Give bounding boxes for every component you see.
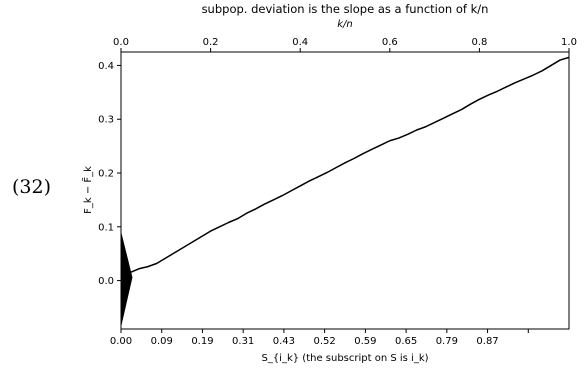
top-x-tick-label: 1.0 bbox=[561, 37, 577, 48]
x-tick-label: 0.79 bbox=[436, 336, 458, 347]
y-axis-label: F_k − F̃_k bbox=[81, 166, 94, 214]
series-line bbox=[120, 56, 570, 282]
x-tick-label: 0.59 bbox=[354, 336, 376, 347]
y-tick-label: 0.0 bbox=[98, 276, 114, 287]
equation-number: (32) bbox=[12, 176, 51, 198]
chart-title: subpop. deviation is the slope as a func… bbox=[202, 2, 489, 16]
top-x-tick-label: 0.8 bbox=[471, 37, 487, 48]
top-x-axis: 0.0 0.2 0.4 0.6 0.8 1.0 bbox=[113, 37, 577, 52]
x-axis-label: S_{i_k} (the subscript on S is i_k) bbox=[261, 353, 428, 364]
y-tick-label: 0.1 bbox=[98, 222, 114, 233]
top-x-tick-label: 0.0 bbox=[113, 37, 129, 48]
plot-frame bbox=[120, 51, 570, 330]
x-tick-label: 0.43 bbox=[273, 336, 295, 347]
top-x-tick-label: 0.4 bbox=[292, 37, 308, 48]
y-axis: 0.0 0.1 0.2 0.3 0.4 bbox=[98, 61, 121, 287]
y-tick-label: 0.4 bbox=[98, 61, 114, 72]
x-tick-label: 0.65 bbox=[395, 336, 417, 347]
top-x-tick-label: 0.6 bbox=[382, 37, 398, 48]
x-tick-label: 0.52 bbox=[313, 336, 335, 347]
x-tick-label: 0.09 bbox=[151, 336, 173, 347]
top-x-axis-label: k/n bbox=[337, 19, 353, 30]
x-tick-label: 0.31 bbox=[232, 336, 254, 347]
plot-area bbox=[120, 56, 570, 327]
x-tick-label: 0.19 bbox=[191, 336, 213, 347]
x-tick-label: 0.00 bbox=[110, 336, 132, 347]
y-tick-label: 0.2 bbox=[98, 169, 114, 180]
y-tick-label: 0.3 bbox=[98, 115, 114, 126]
top-x-tick-label: 0.2 bbox=[203, 37, 219, 48]
x-tick-label: 0.87 bbox=[476, 336, 498, 347]
bottom-x-axis: 0.00 0.09 0.19 0.31 0.43 0.52 0.59 0.65 0.79 0.87 bbox=[110, 329, 529, 347]
